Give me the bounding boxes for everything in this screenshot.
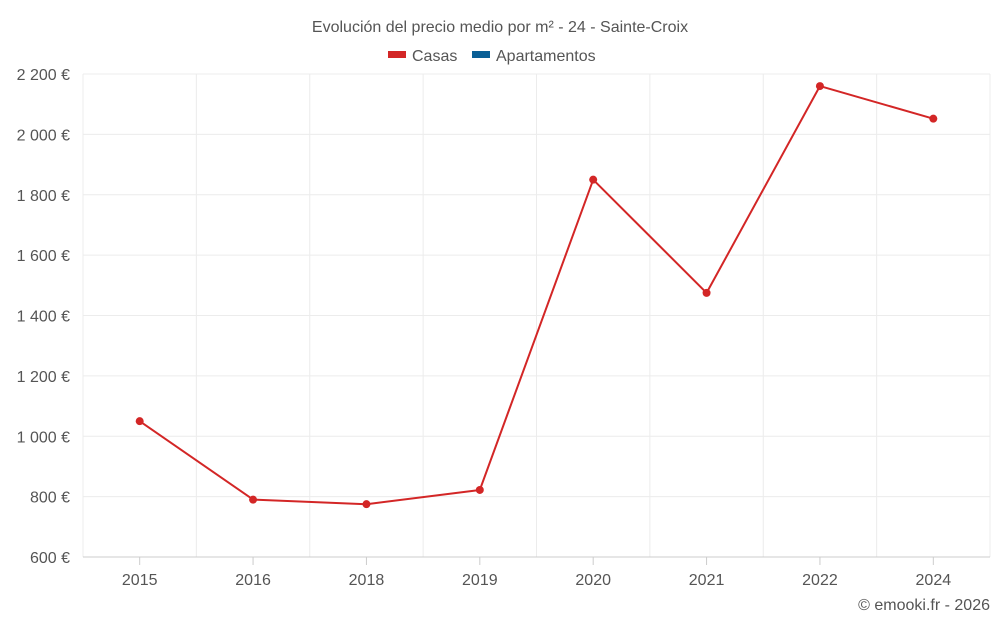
x-tick-label: 2019 bbox=[462, 572, 498, 589]
data-point[interactable] bbox=[362, 500, 371, 509]
x-tick-label: 2021 bbox=[689, 572, 725, 589]
y-axis-tick-labels: 600 € 800 € 1 000 € 1 200 € 1 400 € 1 600 € 1 … bbox=[17, 67, 70, 567]
x-tick-label: 2016 bbox=[235, 572, 271, 589]
data-point[interactable] bbox=[475, 485, 484, 494]
x-tick-label: 2022 bbox=[802, 572, 838, 589]
x-axis-tick-labels: 2015 2016 2018 2019 2020 2021 2022 2024 bbox=[122, 557, 951, 589]
y-tick-label: 1 400 € bbox=[17, 309, 70, 326]
y-tick-label: 2 200 € bbox=[17, 67, 70, 84]
x-tick-label: 2020 bbox=[575, 572, 611, 589]
y-tick-label: 600 € bbox=[30, 550, 70, 567]
y-tick-label: 1 200 € bbox=[17, 369, 70, 386]
y-tick-label: 1 600 € bbox=[17, 248, 70, 265]
data-point[interactable] bbox=[815, 82, 824, 91]
series-casas bbox=[135, 82, 938, 509]
legend-swatch-apartamentos bbox=[472, 51, 490, 58]
chart-title: Evolución del precio medio por m² - 24 -… bbox=[312, 19, 688, 36]
grid-lines bbox=[82, 73, 991, 557]
y-tick-label: 1 000 € bbox=[17, 429, 70, 446]
y-tick-label: 1 800 € bbox=[17, 188, 70, 205]
data-point[interactable] bbox=[702, 288, 711, 297]
legend-label-apartamentos: Apartamentos bbox=[496, 48, 596, 65]
legend-swatch-casas bbox=[388, 51, 406, 58]
data-point[interactable] bbox=[135, 417, 144, 426]
legend-item-casas[interactable]: Casas bbox=[388, 48, 457, 65]
data-point[interactable] bbox=[589, 175, 598, 184]
data-point[interactable] bbox=[249, 495, 258, 504]
y-tick-label: 800 € bbox=[30, 490, 70, 507]
y-tick-label: 2 000 € bbox=[17, 127, 70, 144]
series-line-casas bbox=[139, 85, 934, 506]
x-tick-label: 2015 bbox=[122, 572, 158, 589]
legend-label-casas: Casas bbox=[412, 48, 457, 65]
legend: Casas Apartamentos bbox=[388, 48, 596, 65]
credit-text: © emooki.fr - 2026 bbox=[858, 597, 990, 614]
data-point[interactable] bbox=[929, 114, 938, 123]
x-tick-label: 2018 bbox=[349, 572, 385, 589]
legend-item-apartamentos[interactable]: Apartamentos bbox=[472, 48, 596, 65]
x-tick-label: 2024 bbox=[916, 572, 952, 589]
